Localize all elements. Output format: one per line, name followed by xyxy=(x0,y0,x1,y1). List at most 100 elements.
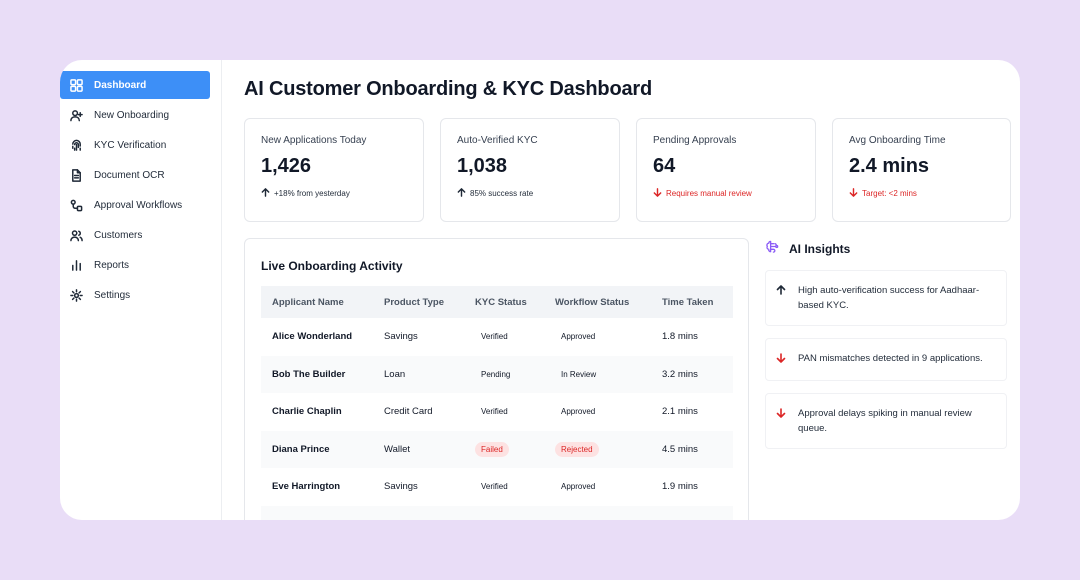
stat-label: Pending Approvals xyxy=(653,135,737,146)
kyc-status-cell: Verified xyxy=(464,318,544,356)
workflow-status-badge: Rejected xyxy=(555,441,599,457)
stat-label: Avg Onboarding Time xyxy=(849,135,946,146)
sidebar-item-kyc-verification[interactable]: KYC Verification xyxy=(60,131,210,159)
table-row[interactable]: Alice Wonderland Savings Verified Approv… xyxy=(261,318,733,356)
product-type: Credit Card xyxy=(384,406,433,418)
sidebar-item-document-ocr[interactable]: Document OCR xyxy=(60,161,210,189)
applicant-name: Diana Prince xyxy=(272,443,330,455)
gear-icon xyxy=(69,288,83,302)
kyc-status-cell: Verified xyxy=(464,468,544,506)
user-plus-icon xyxy=(69,108,83,122)
workflow-status-cell: Approved xyxy=(544,468,651,506)
column-header[interactable]: Workflow Status xyxy=(555,296,630,308)
column-header[interactable]: Product Type xyxy=(384,296,444,308)
insight-text: PAN mismatches detected in 9 application… xyxy=(798,353,983,364)
stats-row: New Applications Today 1,426 +18% from y… xyxy=(244,118,1011,222)
sidebar-item-approval-workflows[interactable]: Approval Workflows xyxy=(60,191,210,219)
insight-text: Approval delays spiking in manual review… xyxy=(798,408,972,434)
arrow-up-icon xyxy=(261,188,270,199)
workflow-status-cell: Approved xyxy=(544,318,651,356)
arrow-down-icon xyxy=(849,188,858,199)
kyc-status-cell: Verified xyxy=(464,393,544,431)
applicant-name: Alice Wonderland xyxy=(272,331,353,343)
workflow-status-cell: Approved xyxy=(544,393,651,431)
table-header-row: Applicant Name Product Type KYC Status W… xyxy=(261,286,733,318)
product-type: Savings xyxy=(384,481,418,493)
stat-value: 1,426 xyxy=(261,155,312,177)
lower-section: Live Onboarding Activity Applicant Name … xyxy=(244,238,1011,520)
column-header[interactable]: Applicant Name xyxy=(272,296,344,308)
grid-icon xyxy=(69,78,83,92)
sidebar-item-label: New Onboarding xyxy=(94,109,170,121)
sidebar-item-settings[interactable]: Settings xyxy=(60,281,210,309)
stat-note-text: +18% from yesterday xyxy=(274,189,350,198)
fingerprint-icon xyxy=(69,138,83,152)
stat-card-pending-approvals: Pending Approvals 64 Requires manual rev… xyxy=(636,118,816,222)
kyc-status-cell: Pending xyxy=(464,356,544,394)
insight-item[interactable]: Approval delays spiking in manual review… xyxy=(765,393,1007,449)
activity-table: Applicant Name Product Type KYC Status W… xyxy=(261,286,733,520)
stat-value: 2.4 mins xyxy=(849,155,930,177)
stat-note: Target: <2 mins xyxy=(849,188,994,199)
stat-value: 64 xyxy=(653,155,676,177)
product-type: Savings xyxy=(384,331,418,343)
table-row[interactable]: Bob The Builder Loan Pending In Review 3… xyxy=(261,355,733,394)
column-header[interactable]: Time Taken xyxy=(662,296,714,308)
stat-note-text: Target: <2 mins xyxy=(862,189,917,198)
stat-value: 1,038 xyxy=(457,155,508,177)
arrow-down-icon xyxy=(776,406,786,436)
stat-label: Auto-Verified KYC xyxy=(457,135,538,146)
sidebar-item-label: Reports xyxy=(94,259,130,271)
stat-card-new-applications: New Applications Today 1,426 +18% from y… xyxy=(244,118,424,222)
workflow-status-badge: Approved xyxy=(561,482,596,492)
stat-card-auto-verified-kyc: Auto-Verified KYC 1,038 85% success rate xyxy=(440,118,620,222)
app-window: Dashboard New Onboarding KYC Verificatio… xyxy=(60,60,1020,520)
arrow-down-icon xyxy=(653,188,662,199)
brain-icon xyxy=(765,239,780,259)
time-taken: 2.1 mins xyxy=(662,406,698,418)
table-row[interactable]: Eve Harrington Savings Verified Approved… xyxy=(261,468,733,506)
sidebar-item-customers[interactable]: Customers xyxy=(60,221,210,249)
table-row[interactable]: Diana Prince Wallet Failed Rejected 4.5 … xyxy=(261,430,733,469)
stat-note: 85% success rate xyxy=(457,188,603,199)
insights-header: AI Insights xyxy=(765,240,1011,258)
workflow-icon xyxy=(69,198,83,212)
stat-label: New Applications Today xyxy=(261,135,367,146)
applicant-name: Bob The Builder xyxy=(272,368,346,380)
stat-note: Requires manual review xyxy=(653,188,799,199)
sidebar-item-label: Approval Workflows xyxy=(94,199,183,211)
stat-note-text: Requires manual review xyxy=(666,189,752,198)
kyc-status-badge: Verified xyxy=(481,482,508,492)
arrow-up-icon xyxy=(776,283,786,313)
activity-panel: Live Onboarding Activity Applicant Name … xyxy=(244,238,749,520)
stat-card-avg-onboarding-time: Avg Onboarding Time 2.4 mins Target: <2 … xyxy=(832,118,1011,222)
stat-note: +18% from yesterday xyxy=(261,188,407,199)
main-content: AI Customer Onboarding & KYC Dashboard N… xyxy=(222,60,1020,520)
sidebar-item-label: Settings xyxy=(94,289,131,301)
workflow-status-badge: In Review xyxy=(561,369,597,379)
table-row-partial xyxy=(261,505,733,520)
kyc-status-badge: Pending xyxy=(481,369,511,379)
sidebar-item-new-onboarding[interactable]: New Onboarding xyxy=(60,101,210,129)
time-taken: 1.8 mins xyxy=(662,331,698,343)
workflow-status-cell: Rejected xyxy=(544,431,651,469)
document-icon xyxy=(69,168,83,182)
insights-panel: AI Insights High auto-verification succe… xyxy=(765,238,1011,520)
table-row[interactable]: Charlie Chaplin Credit Card Verified App… xyxy=(261,393,733,431)
insight-item[interactable]: High auto-verification success for Aadha… xyxy=(765,270,1007,326)
workflow-status-badge: Approved xyxy=(561,332,596,342)
sidebar-item-dashboard[interactable]: Dashboard xyxy=(60,71,210,99)
time-taken: 4.5 mins xyxy=(662,443,698,455)
workflow-status-cell: In Review xyxy=(544,356,651,394)
bar-chart-icon xyxy=(69,258,83,272)
applicant-name: Eve Harrington xyxy=(272,481,341,493)
insight-item[interactable]: PAN mismatches detected in 9 application… xyxy=(765,338,1007,381)
users-icon xyxy=(69,228,83,242)
arrow-down-icon xyxy=(776,351,786,368)
product-type: Wallet xyxy=(384,443,411,455)
column-header[interactable]: KYC Status xyxy=(475,296,527,308)
time-taken: 1.9 mins xyxy=(662,481,698,493)
time-taken: 3.2 mins xyxy=(662,368,698,380)
sidebar-item-reports[interactable]: Reports xyxy=(60,251,210,279)
stat-note-text: 85% success rate xyxy=(470,189,534,198)
